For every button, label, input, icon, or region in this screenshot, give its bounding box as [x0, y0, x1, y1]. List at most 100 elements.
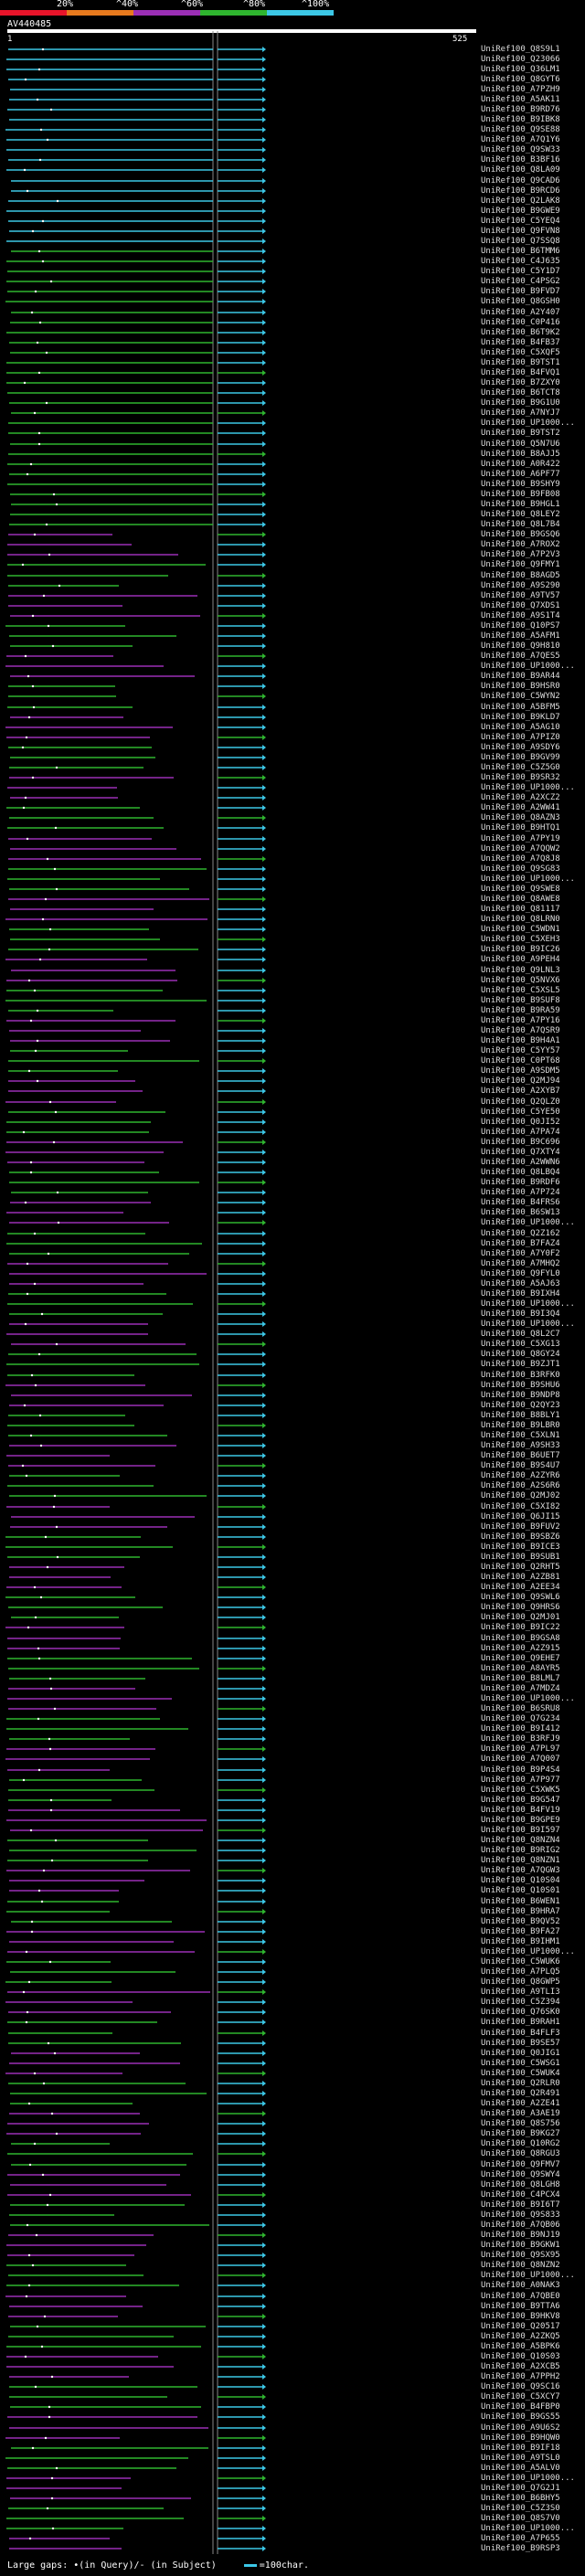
hit-label[interactable]: UniRef100_Q9SX95: [481, 2251, 560, 2260]
hit-label[interactable]: UniRef100_B9RCD6: [481, 186, 560, 196]
hit-label[interactable]: UniRef100_C5Z5G0: [481, 763, 560, 772]
hit-label[interactable]: UniRef100_B9KG27: [481, 2129, 560, 2138]
hit-label[interactable]: UniRef100_UP1000...: [481, 662, 575, 671]
hit-label[interactable]: UniRef100_C5XG13: [481, 1340, 560, 1349]
hit-label[interactable]: UniRef100_A7P977: [481, 1776, 560, 1785]
hit-label[interactable]: UniRef100_A9S290: [481, 581, 560, 590]
hit-label[interactable]: UniRef100_B9IC22: [481, 1623, 560, 1632]
hit-label[interactable]: UniRef100_A2Z915: [481, 1644, 560, 1653]
hit-label[interactable]: UniRef100_A7MHQ2: [481, 1259, 560, 1268]
hit-label[interactable]: UniRef100_B9GSA8: [481, 1634, 560, 1643]
hit-label[interactable]: UniRef100_B3RFK0: [481, 1371, 560, 1380]
hit-label[interactable]: UniRef100_Q8RGU3: [481, 2149, 560, 2158]
hit-label[interactable]: UniRef100_Q8S756: [481, 2119, 560, 2128]
hit-label[interactable]: UniRef100_B4FVQ1: [481, 368, 560, 377]
hit-label[interactable]: UniRef100_A7PY19: [481, 834, 560, 843]
hit-label[interactable]: UniRef100_C5XCY7: [481, 2392, 560, 2401]
hit-label[interactable]: UniRef100_C5WUK4: [481, 2069, 560, 2078]
hit-label[interactable]: UniRef100_Q9S833: [481, 2210, 560, 2220]
hit-label[interactable]: UniRef100_C5XI82: [481, 1502, 560, 1511]
hit-label[interactable]: UniRef100_Q0JIG1: [481, 2049, 560, 2058]
hit-label[interactable]: UniRef100_B8LML7: [481, 1674, 560, 1683]
hit-label[interactable]: UniRef100_A7MDZ4: [481, 1684, 560, 1693]
hit-label[interactable]: UniRef100_B9GV99: [481, 753, 560, 762]
hit-label[interactable]: UniRef100_B6TCT8: [481, 388, 560, 398]
hit-label[interactable]: UniRef100_B9I412: [481, 1724, 560, 1733]
hit-label[interactable]: UniRef100_B9FVD7: [481, 287, 560, 296]
hit-label[interactable]: UniRef100_Q9EHE7: [481, 1654, 560, 1663]
hit-label[interactable]: UniRef100_A5ALV0: [481, 2464, 560, 2473]
hit-label[interactable]: UniRef100_B7FAZ4: [481, 1239, 560, 1248]
hit-label[interactable]: UniRef100_Q9CAD6: [481, 176, 560, 186]
hit-label[interactable]: UniRef100_Q8GYT6: [481, 75, 560, 84]
hit-label[interactable]: UniRef100_Q10S01: [481, 1886, 560, 1895]
hit-label[interactable]: UniRef100_A5BPK6: [481, 2342, 560, 2351]
hit-label[interactable]: UniRef100_Q9FYL0: [481, 1269, 560, 1278]
hit-label[interactable]: UniRef100_B9FB08: [481, 490, 560, 499]
hit-label[interactable]: UniRef100_A2ZKQ5: [481, 2332, 560, 2341]
hit-label[interactable]: UniRef100_Q2QY23: [481, 1401, 560, 1410]
hit-label[interactable]: UniRef100_A7ROX2: [481, 540, 560, 549]
hit-label[interactable]: UniRef100_A2ZE41: [481, 2099, 560, 2108]
hit-label[interactable]: UniRef100_B9ZJT1: [481, 1360, 560, 1369]
hit-label[interactable]: UniRef100_A5AG10: [481, 723, 560, 732]
hit-label[interactable]: UniRef100_Q9SW33: [481, 145, 560, 154]
hit-label[interactable]: UniRef100_A9PEH4: [481, 955, 560, 964]
hit-label[interactable]: UniRef100_C4PSG2: [481, 277, 560, 286]
hit-label[interactable]: UniRef100_B9S4U7: [481, 1461, 560, 1470]
hit-label[interactable]: UniRef100_A2S6R6: [481, 1481, 560, 1490]
hit-label[interactable]: UniRef100_UP1000...: [481, 1694, 575, 1703]
hit-label[interactable]: UniRef100_Q7G2J1: [481, 2484, 560, 2493]
hit-label[interactable]: UniRef100_A5AK11: [481, 95, 560, 104]
hit-label[interactable]: UniRef100_Q2MJ02: [481, 1491, 560, 1500]
hit-label[interactable]: UniRef100_B9FA27: [481, 1927, 560, 1936]
hit-label[interactable]: UniRef100_B9RAH1: [481, 2018, 560, 2027]
hit-label[interactable]: UniRef100_B6UET7: [481, 1451, 560, 1460]
hit-label[interactable]: UniRef100_Q7XTY4: [481, 1148, 560, 1157]
hit-label[interactable]: UniRef100_A2XYB7: [481, 1087, 560, 1096]
hit-label[interactable]: UniRef100_B9HGL1: [481, 500, 560, 509]
hit-label[interactable]: UniRef100_B9GPE9: [481, 1816, 560, 1825]
hit-label[interactable]: UniRef100_Q9FVN8: [481, 227, 560, 236]
hit-label[interactable]: UniRef100_Q8LBQ4: [481, 1168, 560, 1177]
hit-label[interactable]: UniRef100_C5XQF5: [481, 348, 560, 357]
hit-label[interactable]: UniRef100_B9TST1: [481, 358, 560, 367]
hit-label[interactable]: UniRef100_B4FBP0: [481, 2402, 560, 2412]
hit-label[interactable]: UniRef100_A7PY16: [481, 1016, 560, 1025]
hit-label[interactable]: UniRef100_Q8LA09: [481, 165, 560, 175]
hit-label[interactable]: UniRef100_B9IHM1: [481, 1937, 560, 1946]
hit-label[interactable]: UniRef100_B9SE57: [481, 2039, 560, 2048]
hit-label[interactable]: UniRef100_Q20517: [481, 2322, 560, 2331]
hit-label[interactable]: UniRef100_C0PT68: [481, 1056, 560, 1065]
hit-label[interactable]: UniRef100_B9FUV2: [481, 1522, 560, 1532]
hit-label[interactable]: UniRef100_A7PPH2: [481, 2372, 560, 2381]
hit-label[interactable]: UniRef100_Q8AWE8: [481, 895, 560, 904]
hit-label[interactable]: UniRef100_Q6JI15: [481, 1512, 560, 1521]
hit-label[interactable]: UniRef100_A7PIZ0: [481, 733, 560, 742]
hit-label[interactable]: UniRef100_C5WUK6: [481, 1957, 560, 1966]
hit-label[interactable]: UniRef100_B9HKV8: [481, 2312, 560, 2321]
hit-label[interactable]: UniRef100_B9C696: [481, 1138, 560, 1147]
hit-label[interactable]: UniRef100_C5YE50: [481, 1108, 560, 1117]
hit-label[interactable]: UniRef100_B9IXH4: [481, 1289, 560, 1299]
hit-label[interactable]: UniRef100_B9SHY9: [481, 480, 560, 489]
hit-label[interactable]: UniRef100_B9TST2: [481, 429, 560, 438]
hit-label[interactable]: UniRef100_C5Z3S0: [481, 2504, 560, 2513]
hit-label[interactable]: UniRef100_UP1000...: [481, 875, 575, 884]
hit-label[interactable]: UniRef100_B9I6T7: [481, 2200, 560, 2210]
hit-label[interactable]: UniRef100_B9SUB1: [481, 1553, 560, 1562]
hit-label[interactable]: UniRef100_B9KLD7: [481, 713, 560, 722]
hit-label[interactable]: UniRef100_Q5N7U6: [481, 440, 560, 449]
hit-label[interactable]: UniRef100_A7QGW3: [481, 1866, 560, 1875]
hit-label[interactable]: UniRef100_Q36LM1: [481, 65, 560, 74]
hit-label[interactable]: UniRef100_Q8NZN2: [481, 2261, 560, 2270]
hit-label[interactable]: UniRef100_Q8NZN1: [481, 1856, 560, 1865]
hit-label[interactable]: UniRef100_B9AR44: [481, 672, 560, 681]
hit-label[interactable]: UniRef100_B9RDF6: [481, 1178, 560, 1187]
hit-label[interactable]: UniRef100_B7ZXY0: [481, 378, 560, 387]
hit-label[interactable]: UniRef100_Q7XDS1: [481, 601, 560, 610]
hit-label[interactable]: UniRef100_A0NAK3: [481, 2281, 560, 2290]
hit-label[interactable]: UniRef100_C4PCX4: [481, 2190, 560, 2200]
hit-label[interactable]: UniRef100_Q8LRN0: [481, 915, 560, 924]
hit-label[interactable]: UniRef100_A7Y0F2: [481, 1249, 560, 1258]
